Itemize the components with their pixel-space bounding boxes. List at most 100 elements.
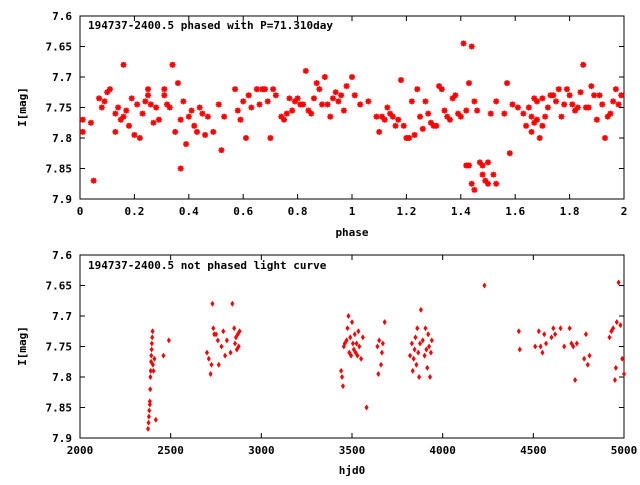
data-point-star	[422, 98, 429, 105]
data-point-star	[479, 162, 486, 169]
data-point-diamond	[620, 355, 625, 362]
data-point-diamond	[148, 374, 153, 380]
data-point-star	[174, 80, 181, 87]
data-point-star	[408, 98, 415, 105]
data-point-diamond	[382, 319, 387, 326]
data-point-star	[504, 80, 511, 87]
data-point-diamond	[562, 343, 567, 350]
data-point-star	[145, 86, 151, 93]
data-point-diamond	[549, 334, 554, 341]
data-point-star	[457, 113, 464, 120]
data-point-star	[139, 110, 146, 117]
data-point-star	[87, 119, 94, 126]
data-point-star	[172, 128, 179, 135]
data-points	[146, 279, 626, 432]
data-point-diamond	[228, 349, 233, 356]
data-point-diamond	[411, 355, 416, 362]
data-point-star	[558, 113, 565, 120]
y-tick-label: 7.9	[52, 432, 72, 445]
data-point-diamond	[567, 325, 572, 332]
x-tick-label: 0.6	[233, 205, 253, 218]
data-point-diamond	[607, 334, 612, 341]
data-point-star	[120, 113, 127, 120]
data-point-star	[514, 104, 521, 111]
data-point-diamond	[482, 282, 487, 289]
data-point-star	[384, 104, 391, 111]
data-point-diamond	[344, 337, 349, 344]
data-point-star	[563, 86, 570, 93]
chart-title: 194737-2400.5 not phased light curve	[88, 259, 327, 272]
data-point-star	[319, 101, 326, 108]
x-tick-label: 2000	[67, 444, 94, 457]
data-point-star	[199, 110, 206, 117]
data-point-star	[612, 86, 619, 93]
data-point-star	[177, 165, 184, 172]
data-point-diamond	[359, 355, 364, 362]
x-tick-label: 2500	[157, 444, 184, 457]
data-point-star	[128, 95, 135, 102]
data-point-star	[601, 135, 608, 141]
chart-title: 194737-2400.5 phased with P=71.310day	[88, 19, 333, 32]
data-point-star	[237, 116, 244, 123]
data-point-diamond	[533, 343, 538, 350]
data-point-star	[302, 67, 309, 74]
data-point-diamond	[425, 364, 430, 371]
data-point-star	[468, 180, 475, 187]
data-point-diamond	[409, 340, 414, 347]
data-point-diamond	[379, 361, 384, 368]
data-point-star	[397, 77, 404, 84]
data-point-star	[286, 95, 293, 102]
data-point-star	[566, 92, 573, 99]
data-point-star	[520, 110, 527, 117]
data-point-diamond	[558, 325, 563, 332]
data-point-star	[136, 135, 143, 141]
y-tick-label: 7.6	[52, 249, 72, 262]
data-point-star	[147, 101, 154, 108]
data-point-diamond	[360, 334, 365, 341]
data-point-star	[267, 135, 274, 141]
data-point-diamond	[147, 407, 152, 414]
data-point-star	[618, 92, 625, 99]
data-point-diamond	[209, 361, 214, 368]
x-tick-label: 3000	[248, 444, 275, 457]
x-tick-label: 0.2	[124, 205, 144, 218]
data-point-diamond	[210, 300, 215, 307]
data-point-diamond	[408, 352, 413, 359]
data-point-diamond	[233, 340, 238, 347]
data-point-star	[169, 61, 176, 68]
data-point-star	[131, 131, 138, 138]
data-point-star	[414, 86, 421, 93]
data-point-star	[166, 104, 173, 111]
data-point-star	[125, 122, 132, 129]
data-point-star	[588, 83, 595, 90]
data-point-star	[607, 110, 614, 117]
data-point-diamond	[412, 346, 417, 353]
data-point-star	[155, 116, 162, 123]
data-point-star	[112, 110, 119, 117]
data-point-star	[536, 135, 543, 141]
x-tick-label: 1.4	[451, 205, 471, 218]
data-point-star	[528, 113, 535, 120]
x-tick-label: 1.6	[505, 205, 525, 218]
data-point-star	[245, 92, 252, 99]
data-point-star	[294, 95, 301, 102]
y-tick-label: 7.6	[52, 10, 72, 23]
data-point-star	[218, 147, 225, 154]
data-point-diamond	[573, 377, 578, 384]
data-point-diamond	[379, 349, 384, 356]
data-point-star	[161, 86, 168, 93]
data-point-star	[376, 128, 383, 135]
data-point-diamond	[413, 334, 418, 341]
data-point-diamond	[148, 386, 153, 393]
chart-panel-phased: 194737-2400.5 phased with P=71.310day ph…	[16, 10, 627, 239]
data-point-star	[555, 86, 562, 93]
data-point-diamond	[420, 337, 425, 344]
data-point-star	[123, 107, 130, 114]
data-point-star	[90, 177, 97, 184]
data-point-star	[234, 107, 241, 114]
data-point-star	[180, 98, 187, 105]
data-point-star	[313, 80, 320, 87]
data-point-star	[300, 101, 307, 108]
data-point-diamond	[161, 352, 166, 359]
data-point-diamond	[426, 331, 431, 338]
